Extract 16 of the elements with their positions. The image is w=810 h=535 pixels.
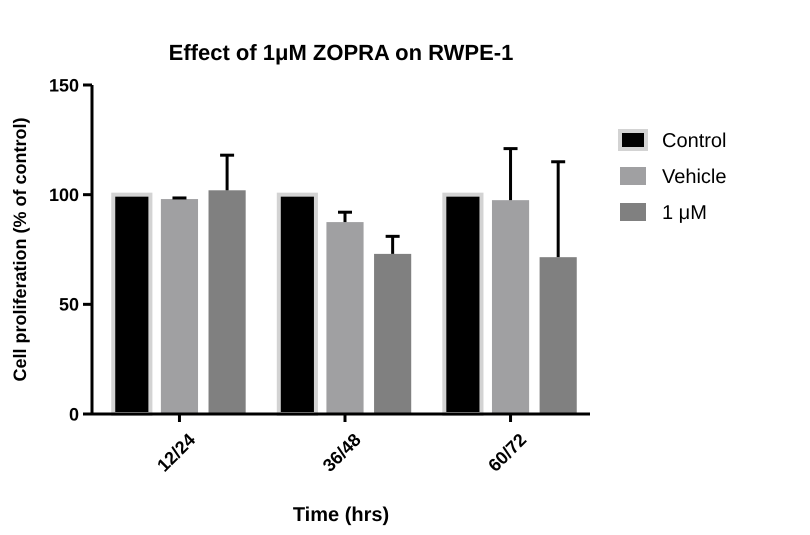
legend-label: 1 μM bbox=[662, 202, 707, 224]
bar bbox=[374, 254, 412, 414]
bar bbox=[492, 200, 530, 414]
bar bbox=[540, 257, 577, 414]
x-axis-title: Time (hrs) bbox=[292, 504, 390, 526]
y-tick-label: 150 bbox=[48, 75, 79, 96]
chart-title: Effect of 1μM ZOPRA on RWPE-1 bbox=[168, 40, 514, 65]
bar bbox=[160, 199, 198, 414]
legend-label: Vehicle bbox=[662, 166, 726, 188]
legend-label: Control bbox=[662, 130, 726, 152]
y-tick-label: 50 bbox=[58, 294, 79, 315]
y-tick-label: 0 bbox=[68, 404, 79, 424]
bar bbox=[326, 222, 364, 414]
y-axis-title: Cell proliferation (% of control) bbox=[10, 117, 30, 382]
bar bbox=[208, 190, 246, 414]
y-tick-label: 100 bbox=[48, 184, 79, 205]
